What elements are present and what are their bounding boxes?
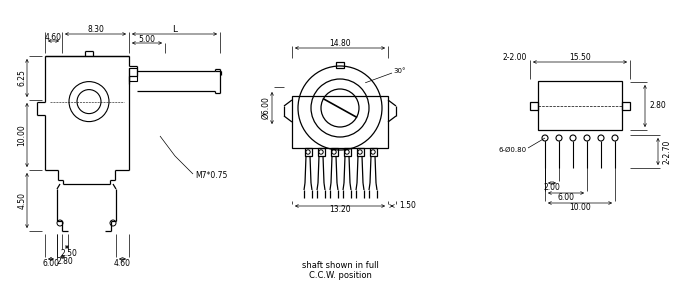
Text: 2.00: 2.00 <box>544 182 561 191</box>
Text: 15.50: 15.50 <box>569 54 591 63</box>
Bar <box>305 148 312 156</box>
Bar <box>622 102 630 110</box>
Text: 6-Ø0.80: 6-Ø0.80 <box>499 147 527 153</box>
Text: 2.80: 2.80 <box>56 258 73 267</box>
Text: 13.20: 13.20 <box>329 205 351 214</box>
Bar <box>318 148 325 156</box>
Text: 8.30: 8.30 <box>87 26 104 35</box>
Text: 2.80: 2.80 <box>650 102 666 111</box>
Text: 2.50: 2.50 <box>61 249 78 258</box>
Text: 10.00: 10.00 <box>18 124 27 146</box>
Bar <box>370 148 377 156</box>
Text: 4.60: 4.60 <box>114 258 131 267</box>
Text: 2-2.00: 2-2.00 <box>503 54 527 63</box>
Text: 4.60: 4.60 <box>45 33 62 42</box>
Text: 10.00: 10.00 <box>569 203 591 212</box>
Bar <box>331 148 338 156</box>
Text: 6.25: 6.25 <box>18 70 27 86</box>
Text: 4.50: 4.50 <box>18 192 27 209</box>
Text: 1.50: 1.50 <box>399 201 416 210</box>
Text: M7*0.75: M7*0.75 <box>195 171 228 180</box>
Text: 14.80: 14.80 <box>329 40 351 49</box>
Bar <box>129 68 137 81</box>
Bar <box>336 62 344 68</box>
Text: 6.00: 6.00 <box>43 258 60 267</box>
Text: Ø6.00: Ø6.00 <box>262 97 270 119</box>
Bar <box>344 148 351 156</box>
Text: C.C.W. position: C.C.W. position <box>309 272 372 281</box>
Bar <box>530 102 538 110</box>
Text: shaft shown in full: shaft shown in full <box>302 262 379 271</box>
Bar <box>357 148 364 156</box>
Text: 2-2.70: 2-2.70 <box>663 139 672 164</box>
Bar <box>292 96 388 148</box>
Bar <box>538 81 622 130</box>
Text: 30°: 30° <box>393 68 405 74</box>
Text: L: L <box>172 26 177 35</box>
Text: 6.00: 6.00 <box>557 193 575 201</box>
Text: 5.00: 5.00 <box>139 36 155 45</box>
